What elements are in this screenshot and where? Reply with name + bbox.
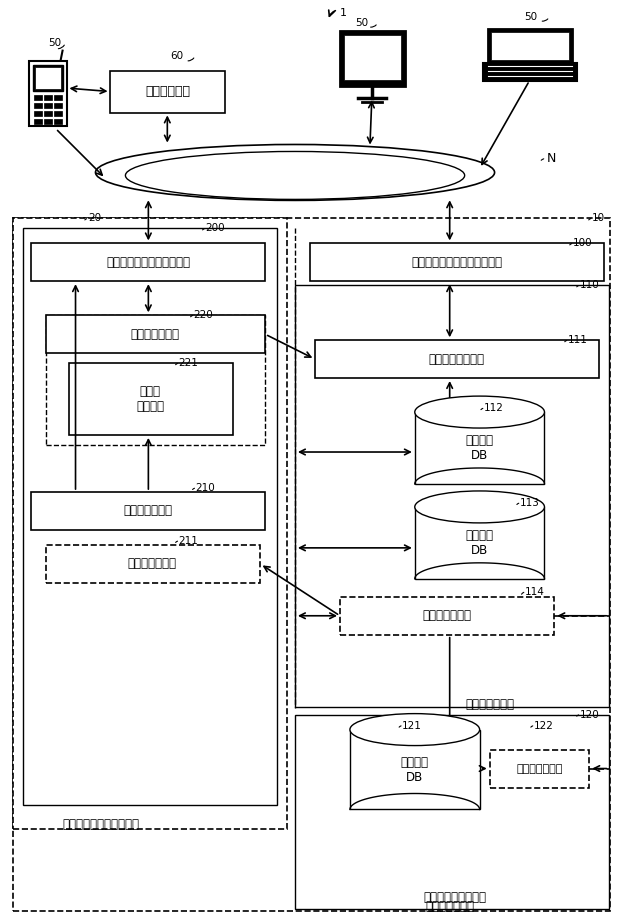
Text: 111: 111 (567, 335, 587, 345)
Bar (44, 119, 52, 123)
Text: 122: 122 (534, 720, 554, 730)
Text: 1: 1 (340, 7, 346, 17)
Text: 徒歩区間
DB: 徒歩区間 DB (466, 529, 494, 557)
Text: ルール
テーブル: ルール テーブル (136, 385, 164, 414)
Text: 地図情報
DB: 地図情報 DB (401, 755, 429, 784)
Bar (53, 111, 62, 115)
Text: 20: 20 (88, 214, 101, 224)
Text: 60: 60 (170, 51, 183, 61)
Bar (53, 119, 62, 123)
Bar (68, 363, 233, 435)
Text: 50: 50 (49, 38, 62, 48)
Bar (45, 545, 260, 583)
Text: 113: 113 (519, 498, 539, 508)
Text: 情報端末用インタフェース: 情報端末用インタフェース (106, 256, 190, 269)
Bar (53, 95, 62, 99)
Text: 地図情報登録部: 地図情報登録部 (516, 764, 563, 774)
Bar (315, 340, 600, 379)
Bar (490, 750, 590, 787)
Bar (488, 29, 572, 63)
Bar (30, 492, 265, 530)
Ellipse shape (96, 145, 494, 201)
Bar (30, 243, 265, 281)
Text: データ通信用インタフェース: データ通信用インタフェース (411, 256, 502, 269)
Text: 200: 200 (205, 224, 225, 233)
Ellipse shape (415, 491, 544, 523)
Text: 110: 110 (580, 280, 599, 290)
Bar (12, 218, 287, 830)
Text: 運行情報
DB: 運行情報 DB (466, 434, 494, 462)
Bar (483, 63, 577, 80)
Bar (22, 228, 277, 806)
Bar (350, 729, 480, 810)
Text: 210: 210 (195, 483, 215, 493)
Bar (295, 715, 610, 909)
Bar (491, 31, 569, 60)
Bar (34, 119, 42, 123)
Bar (32, 64, 63, 90)
Bar (35, 66, 60, 88)
Text: 徒歩区間登録部: 徒歩区間登録部 (422, 610, 471, 623)
Bar (310, 243, 605, 281)
Text: 221: 221 (179, 358, 198, 368)
Text: 220: 220 (193, 310, 213, 321)
Text: N: N (547, 152, 556, 165)
Ellipse shape (415, 396, 544, 428)
Bar (53, 102, 62, 108)
Text: 地図情報編集部: 地図情報編集部 (128, 557, 177, 570)
Text: サービス制御部: サービス制御部 (124, 505, 173, 518)
Bar (45, 315, 265, 445)
Bar (44, 111, 52, 115)
Text: メールサーバ: メールサーバ (146, 85, 190, 98)
Bar (415, 412, 544, 484)
Bar (415, 507, 544, 578)
Text: 120: 120 (580, 709, 599, 719)
Text: 経路探索エンジン: 経路探索エンジン (429, 353, 485, 366)
Bar (12, 218, 610, 911)
Bar (34, 102, 42, 108)
Text: 50: 50 (355, 17, 368, 28)
Bar (111, 71, 225, 112)
Ellipse shape (350, 714, 480, 746)
Bar (29, 61, 67, 125)
Text: 211: 211 (179, 536, 198, 546)
Bar (44, 102, 52, 108)
Text: 100: 100 (572, 239, 592, 249)
Text: 探索条件入力部: 探索条件入力部 (131, 328, 180, 341)
Bar (344, 35, 401, 79)
Bar (34, 95, 42, 99)
Text: 50: 50 (524, 12, 537, 22)
Text: 121: 121 (402, 720, 422, 730)
Text: 地図情報登録ツール: 地図情報登録ツール (423, 891, 486, 904)
Bar (295, 286, 610, 706)
Text: 情報端末サービスサーバ: 情報端末サービスサーバ (62, 818, 139, 831)
Bar (44, 95, 52, 99)
Text: 経路探索ツール: 経路探索ツール (465, 698, 514, 711)
Text: 10: 10 (592, 214, 605, 224)
Text: 112: 112 (484, 403, 503, 414)
Text: 経路探索サーバ: 経路探索サーバ (425, 900, 474, 913)
Bar (340, 597, 554, 635)
Text: 114: 114 (524, 587, 544, 597)
Bar (45, 315, 265, 353)
Bar (340, 30, 405, 86)
Bar (34, 111, 42, 115)
